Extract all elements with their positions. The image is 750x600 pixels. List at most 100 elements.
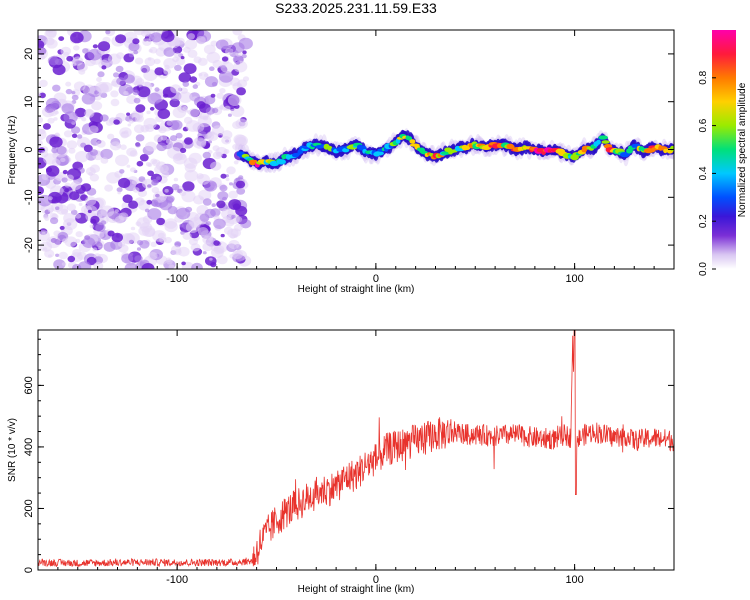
noise-speckle — [191, 262, 203, 269]
noise-speckle — [209, 66, 215, 71]
noise-speckle — [110, 141, 122, 151]
noise-speckle — [129, 252, 134, 256]
x-tick-label: 100 — [565, 273, 583, 285]
noise-speckle — [123, 90, 129, 96]
noise-speckle — [135, 142, 141, 148]
noise-speckle — [98, 246, 103, 250]
noise-speckle — [195, 36, 206, 45]
noise-speckle — [208, 140, 213, 144]
noise-speckle — [66, 203, 76, 212]
noise-speckle — [45, 97, 60, 110]
noise-speckle — [202, 151, 211, 159]
noise-speckle — [117, 191, 121, 195]
noise-speckle — [216, 92, 224, 99]
noise-speckle — [136, 160, 144, 167]
noise-speckle — [216, 151, 223, 158]
noise-speckle — [141, 225, 156, 237]
noise-speckle — [122, 194, 133, 203]
noise-speckle — [135, 221, 142, 226]
colorbar-label: Normalized spectral amplitude — [737, 82, 748, 217]
noise-speckle — [81, 183, 92, 192]
noise-speckle — [44, 249, 55, 258]
noise-speckle — [44, 216, 50, 221]
noise-speckle — [219, 88, 226, 94]
noise-speckle — [100, 92, 108, 98]
noise-speckle — [170, 120, 183, 130]
signal-track — [236, 128, 674, 173]
noise-speckle — [93, 230, 98, 234]
noise-speckle — [176, 207, 191, 220]
noise-speckle — [115, 34, 127, 44]
colorbar-gradient — [712, 30, 736, 269]
noise-speckle — [66, 55, 74, 62]
noise-speckle — [172, 106, 187, 119]
noise-speckle — [226, 166, 236, 175]
noise-speckle — [134, 255, 143, 263]
noise-speckle — [210, 161, 222, 171]
noise-speckle — [140, 65, 151, 73]
noise-speckle — [40, 150, 49, 158]
noise-speckle — [63, 111, 78, 124]
noise-speckle — [192, 84, 198, 89]
noise-speckle — [220, 61, 234, 73]
noise-speckle — [95, 81, 109, 93]
noise-speckle — [233, 60, 248, 73]
noise-speckle — [193, 56, 202, 64]
noise-speckle — [135, 78, 145, 86]
noise-speckle — [184, 163, 196, 173]
noise-speckle — [203, 44, 216, 55]
noise-speckle — [113, 72, 120, 78]
noise-speckle — [178, 72, 192, 83]
noise-speckle — [72, 56, 84, 66]
noise-speckle — [173, 177, 179, 182]
noise-speckle — [139, 154, 149, 162]
noise-speckle — [96, 140, 106, 148]
noise-speckle — [144, 57, 156, 67]
noise-speckle — [220, 173, 227, 179]
noise-speckle — [153, 134, 163, 143]
noise-speckle — [216, 255, 228, 265]
y-tick-label: -10 — [23, 189, 35, 205]
noise-speckle — [234, 134, 248, 147]
noise-speckle — [128, 200, 139, 209]
noise-speckle — [210, 208, 221, 217]
noise-speckle — [124, 262, 138, 269]
noise-speckle — [182, 81, 190, 87]
noise-speckle — [228, 190, 239, 199]
noise-speckle — [66, 174, 74, 182]
noise-speckle — [149, 106, 155, 111]
colorbar: 0.0 0.2 0.4 0.6 0.8 Normalized spectral ampl… — [698, 30, 748, 276]
noise-speckle — [58, 251, 68, 260]
noise-speckle — [197, 174, 211, 185]
noise-speckle — [52, 84, 61, 92]
noise-speckle — [202, 198, 212, 206]
noise-speckle — [97, 71, 105, 78]
noise-speckle — [235, 180, 246, 189]
noise-speckle — [39, 79, 48, 88]
noise-speckle — [52, 64, 66, 76]
noise-speckle — [87, 209, 92, 214]
noise-speckle — [202, 251, 207, 255]
noise-speckle — [164, 236, 172, 244]
noise-speckle — [202, 235, 213, 245]
noise-speckle — [107, 133, 115, 140]
noise-speckle — [70, 181, 82, 191]
noise-speckle — [211, 203, 216, 208]
noise-speckle — [161, 30, 175, 43]
noise-speckle — [42, 123, 51, 130]
noise-speckle — [212, 59, 223, 69]
noise-speckle — [69, 191, 80, 201]
noise-speckle — [41, 231, 46, 236]
noise-speckle — [63, 130, 73, 138]
noise-speckle — [151, 180, 158, 186]
track-core — [276, 159, 286, 165]
noise-speckle — [165, 196, 174, 204]
colorbar-tick-label: 0.4 — [698, 166, 709, 180]
noise-speckle — [47, 196, 53, 201]
noise-speckle — [174, 64, 182, 71]
noise-speckle — [156, 176, 161, 181]
noise-speckle — [140, 30, 150, 37]
noise-speckle — [184, 170, 199, 182]
